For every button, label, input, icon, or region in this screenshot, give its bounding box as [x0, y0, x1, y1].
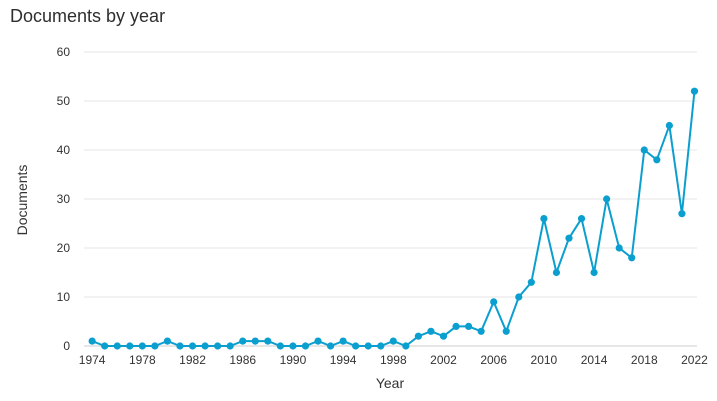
data-point[interactable] [88, 337, 96, 345]
data-point[interactable] [427, 327, 435, 335]
y-tick-label: 0 [63, 339, 70, 353]
data-point[interactable] [126, 342, 134, 350]
data-point[interactable] [314, 337, 322, 345]
data-point[interactable] [389, 337, 397, 345]
chart-title: Documents by year [10, 6, 166, 26]
x-tick-label: 1994 [330, 353, 357, 367]
data-point[interactable] [439, 332, 448, 340]
data-point[interactable] [326, 342, 335, 350]
x-tick-label: 2006 [480, 353, 507, 367]
y-tick-label: 10 [57, 290, 71, 304]
x-tick-label: 2018 [631, 353, 658, 367]
data-point[interactable] [552, 268, 561, 277]
y-tick-label: 30 [57, 192, 71, 206]
data-point[interactable] [490, 298, 498, 306]
data-point[interactable] [113, 342, 121, 350]
data-point[interactable] [188, 342, 197, 350]
data-point[interactable] [690, 87, 699, 95]
y-axis-label: Documents [14, 165, 30, 236]
y-tick-label: 20 [57, 241, 71, 255]
x-axis-label: Year [376, 375, 405, 391]
series-line [91, 91, 696, 347]
data-point[interactable] [402, 342, 410, 350]
y-tick-label: 50 [57, 94, 71, 108]
y-tick-label: 40 [57, 143, 71, 157]
data-point[interactable] [628, 254, 636, 262]
data-point[interactable] [226, 342, 234, 350]
data-point[interactable] [502, 327, 510, 335]
data-point[interactable] [540, 215, 548, 223]
gridlines [84, 51, 697, 347]
data-point[interactable] [201, 342, 209, 350]
data-point[interactable] [251, 337, 259, 345]
x-tick-label: 1978 [129, 353, 156, 367]
data-point[interactable] [364, 342, 372, 350]
data-point[interactable] [352, 342, 360, 350]
data-point[interactable] [590, 268, 598, 277]
data-point[interactable] [678, 210, 686, 218]
data-point[interactable] [653, 156, 661, 164]
x-tick-label: 1990 [280, 353, 307, 367]
data-point[interactable] [452, 322, 460, 330]
y-axis-ticks: 0 10 20 30 40 50 60 [57, 45, 71, 353]
data-point[interactable] [665, 121, 673, 130]
data-point[interactable] [163, 337, 172, 345]
x-axis-ticks: 1974 1978 1982 1986 1990 1994 1998 2002 2006 2010… [79, 353, 708, 367]
data-point[interactable] [138, 342, 146, 350]
x-tick-label: 2022 [681, 353, 708, 367]
data-point[interactable] [101, 342, 109, 350]
data-point[interactable] [339, 337, 347, 345]
data-point[interactable] [301, 342, 310, 350]
data-point[interactable] [276, 342, 284, 350]
data-point[interactable] [377, 342, 385, 350]
data-point[interactable] [239, 337, 247, 345]
x-tick-label: 1974 [79, 353, 106, 367]
data-point[interactable] [615, 244, 623, 252]
data-point[interactable] [603, 195, 611, 203]
x-tick-label: 2002 [430, 353, 457, 367]
data-point[interactable] [264, 337, 272, 345]
data-point[interactable] [565, 234, 573, 242]
data-point[interactable] [464, 322, 473, 330]
data-point[interactable] [176, 342, 184, 350]
data-point[interactable] [477, 327, 485, 335]
x-tick-label: 1998 [380, 353, 407, 367]
x-tick-label: 1986 [229, 353, 256, 367]
x-tick-label: 2014 [581, 353, 608, 367]
data-point[interactable] [577, 215, 586, 223]
data-point[interactable] [289, 342, 297, 350]
data-point[interactable] [214, 342, 222, 350]
data-point[interactable] [640, 146, 648, 154]
x-tick-label: 2010 [531, 353, 558, 367]
series-group [88, 87, 699, 350]
data-point[interactable] [151, 342, 159, 350]
data-point[interactable] [414, 332, 423, 340]
data-point[interactable] [515, 293, 523, 301]
x-tick-label: 1982 [179, 353, 206, 367]
data-point[interactable] [527, 278, 535, 286]
y-tick-label: 60 [57, 45, 71, 59]
